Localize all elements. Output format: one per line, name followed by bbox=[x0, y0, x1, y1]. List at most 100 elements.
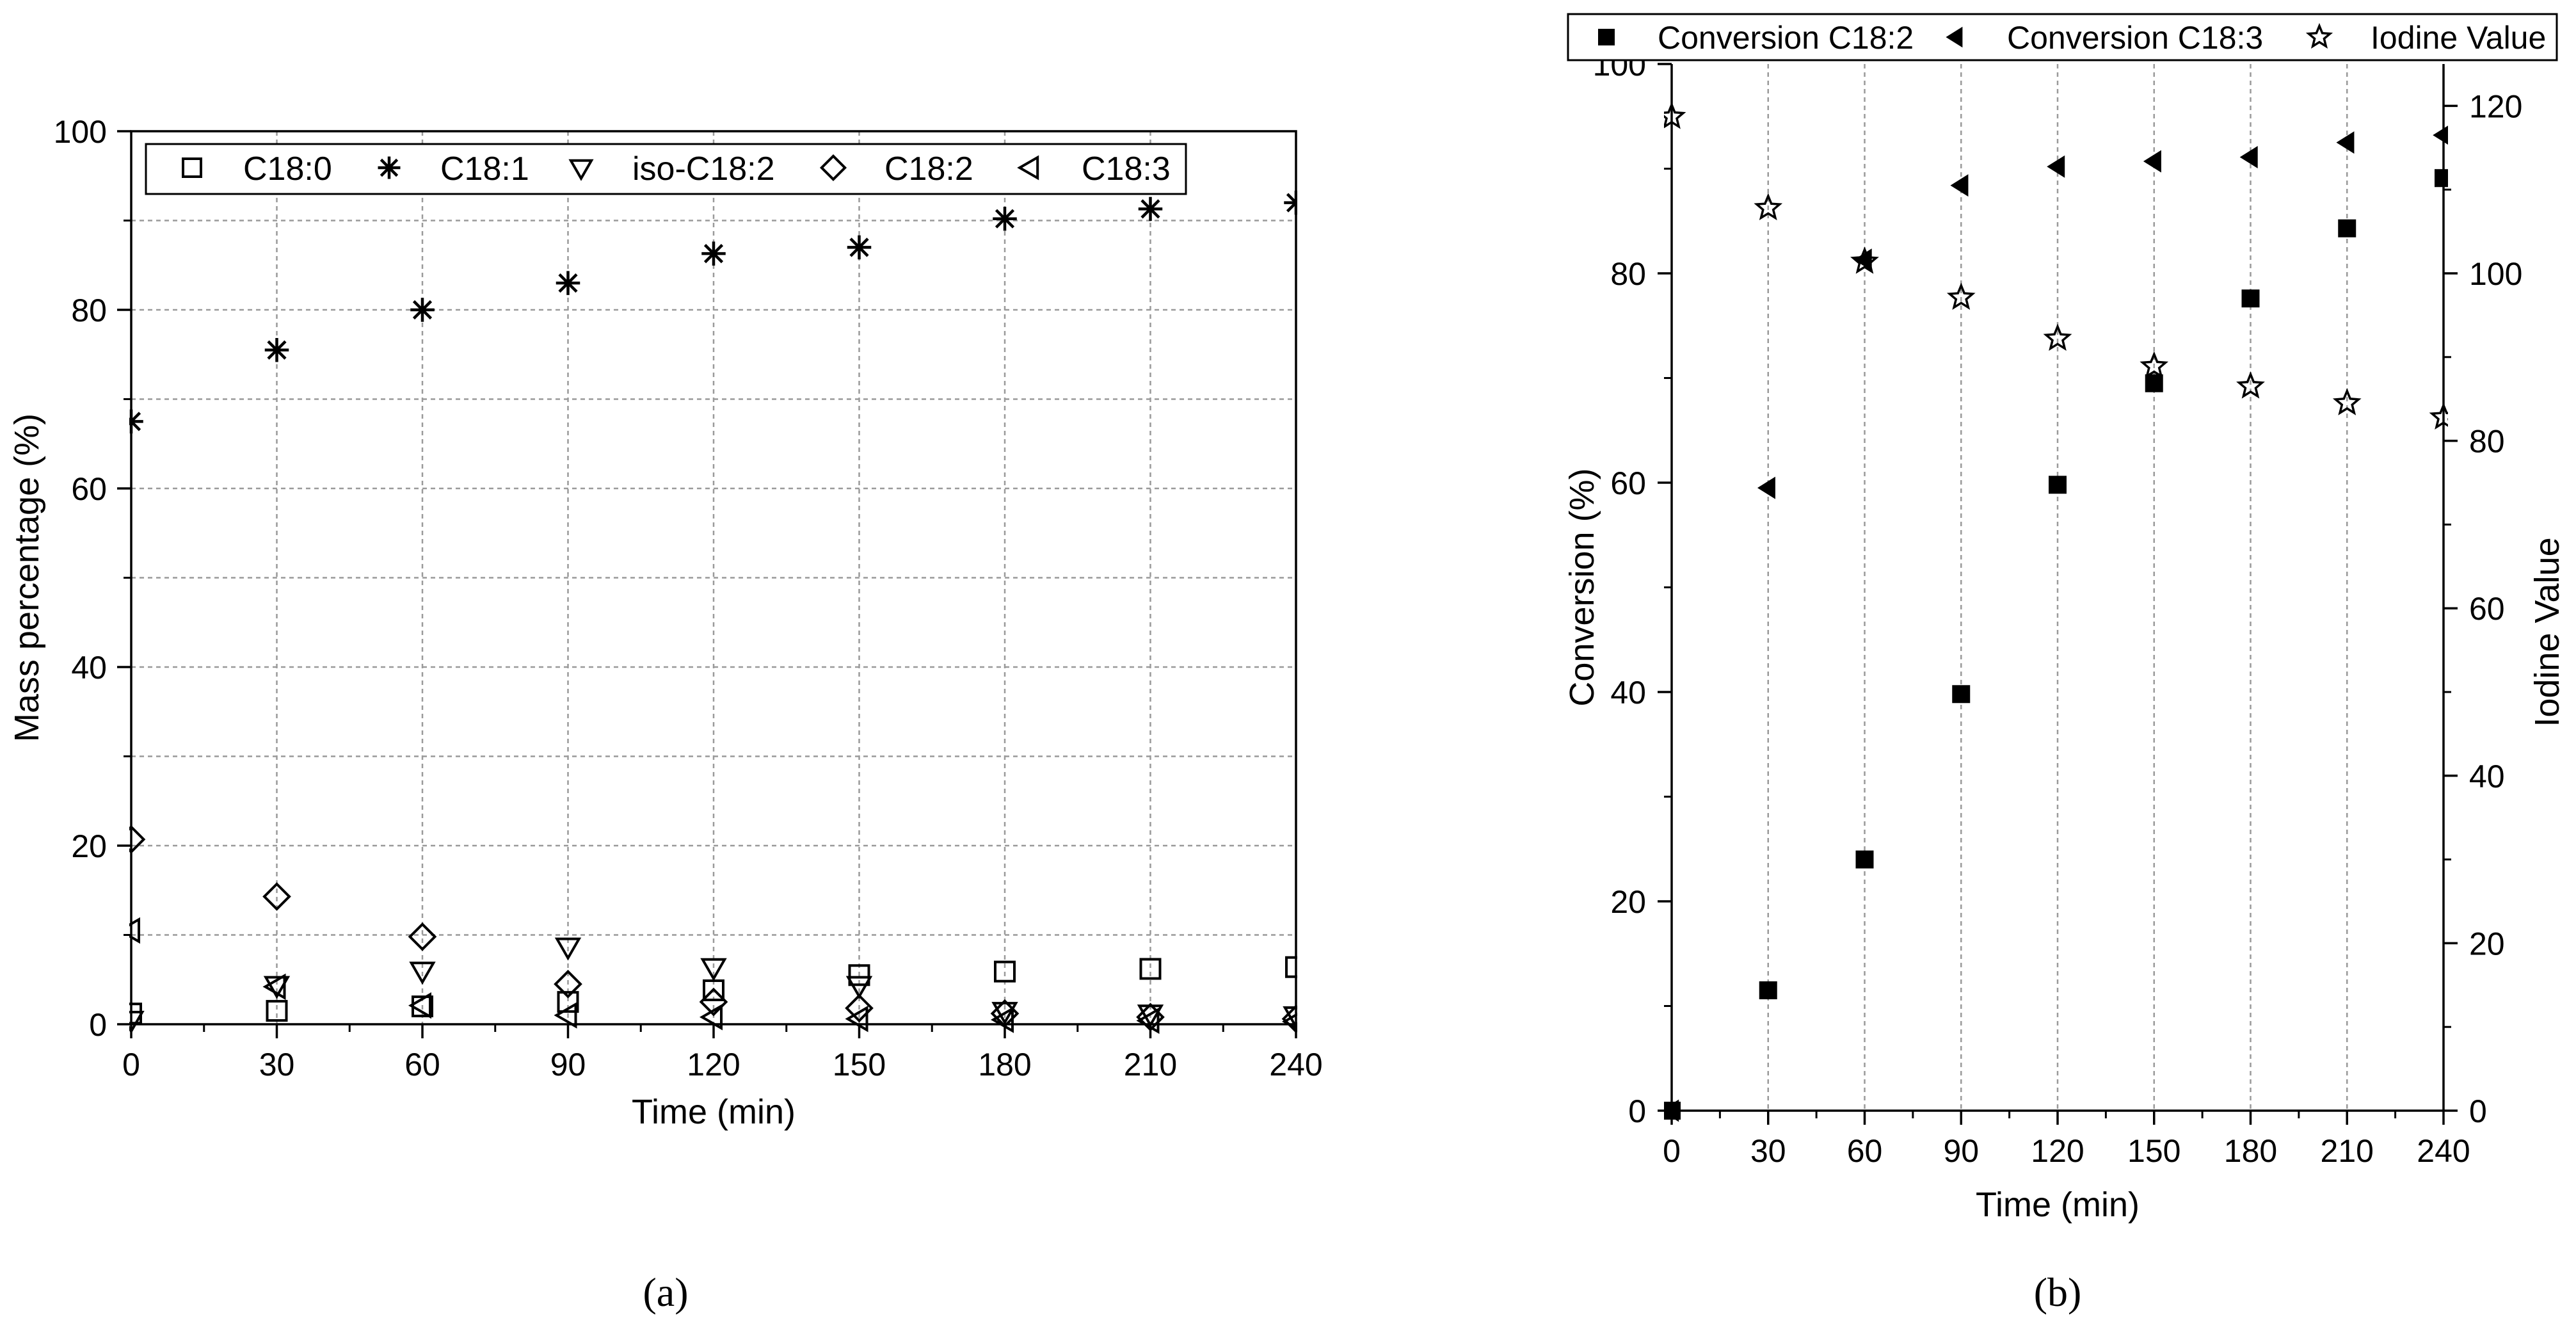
data-point bbox=[556, 271, 580, 295]
data-point bbox=[2241, 289, 2260, 308]
x-tick-label: 240 bbox=[1269, 1047, 1322, 1082]
panel-label: (a) bbox=[643, 1269, 688, 1315]
legend-label: C18:2 bbox=[884, 150, 973, 188]
x-tick-label: 30 bbox=[259, 1047, 295, 1082]
y-axis-label: Mass percentage (%) bbox=[8, 414, 46, 742]
series-iodine-value bbox=[1664, 101, 2448, 430]
y-tick-label: 0 bbox=[1628, 1093, 1646, 1129]
chart-panel-a: 0 30 60 90 120 150 180 210 240 0 20 40 60 80 100 Time (… bbox=[8, 114, 1323, 1315]
legend-label: Iodine Value bbox=[2371, 20, 2546, 56]
data-point bbox=[408, 992, 431, 1019]
data-point bbox=[700, 958, 727, 981]
data-point bbox=[2047, 155, 2065, 178]
data-point bbox=[1285, 956, 1297, 978]
legend-marker bbox=[2305, 22, 2333, 49]
y-tick-label: 40 bbox=[71, 650, 107, 686]
data-point bbox=[129, 825, 146, 854]
data-point bbox=[1281, 1013, 1297, 1031]
data-point bbox=[699, 987, 728, 1017]
panel-label: (b) bbox=[2034, 1269, 2082, 1315]
y-tick-label: 40 bbox=[1610, 675, 1646, 711]
x-tick-label: 210 bbox=[2321, 1133, 2374, 1169]
data-point bbox=[845, 976, 873, 999]
data-point bbox=[1946, 282, 1976, 310]
y-tick-label: 80 bbox=[1610, 256, 1646, 292]
data-point bbox=[1281, 1004, 1297, 1033]
data-point bbox=[2236, 371, 2265, 399]
y-axis-label: Conversion (%) bbox=[1563, 468, 1601, 706]
data-point bbox=[1284, 190, 1297, 215]
data-point bbox=[410, 298, 435, 322]
data-point bbox=[1950, 174, 1969, 197]
legend-marker bbox=[1017, 155, 1039, 181]
data-point bbox=[1759, 981, 1777, 999]
y-tick-label: 60 bbox=[71, 471, 107, 507]
data-point bbox=[554, 969, 582, 999]
data-point bbox=[1139, 958, 1162, 980]
legend-box bbox=[145, 143, 1187, 195]
series-c18-1 bbox=[129, 190, 1297, 434]
data-point bbox=[263, 976, 291, 999]
data-point bbox=[2145, 374, 2163, 392]
y2-tick-label: 100 bbox=[2469, 256, 2522, 292]
data-point bbox=[2336, 131, 2355, 154]
legend-label: C18:0 bbox=[243, 150, 332, 188]
x-tick-label: 90 bbox=[1943, 1133, 1979, 1169]
data-point bbox=[1754, 193, 1783, 221]
y-tick-label: 20 bbox=[1610, 884, 1646, 920]
x-tick-label: 120 bbox=[687, 1047, 740, 1082]
data-point bbox=[554, 1002, 577, 1029]
x-tick-label: 30 bbox=[1750, 1133, 1786, 1169]
data-point bbox=[2435, 169, 2448, 188]
legend-marker bbox=[182, 157, 202, 178]
y-tick-label: 100 bbox=[54, 114, 107, 150]
x-tick-label: 150 bbox=[2127, 1133, 2180, 1169]
data-point bbox=[2332, 388, 2362, 415]
data-point bbox=[2043, 323, 2072, 351]
data-point bbox=[554, 937, 582, 961]
x-axis-label: Time (min) bbox=[632, 1093, 796, 1131]
data-point bbox=[994, 960, 1016, 983]
data-point bbox=[2140, 351, 2169, 379]
data-point bbox=[1664, 1099, 1679, 1122]
data-point bbox=[409, 962, 436, 985]
legend-label: C18:3 bbox=[1082, 150, 1171, 188]
x-tick-label: 210 bbox=[1124, 1047, 1177, 1082]
data-point bbox=[262, 973, 286, 1001]
legend-label: iso-C18:2 bbox=[632, 150, 775, 188]
data-point bbox=[990, 1006, 1014, 1033]
x-tick-label: 0 bbox=[1663, 1133, 1681, 1169]
data-point bbox=[1850, 246, 1879, 274]
x-tick-label: 90 bbox=[550, 1047, 586, 1082]
data-point bbox=[1757, 476, 1775, 499]
y-tick-label: 80 bbox=[71, 293, 107, 328]
series-c18-3 bbox=[129, 917, 1297, 1034]
y2-tick-label: 0 bbox=[2469, 1093, 2487, 1129]
y2-tick-label: 60 bbox=[2469, 591, 2505, 627]
y2-tick-label: 80 bbox=[2469, 424, 2505, 460]
data-point bbox=[1136, 1007, 1160, 1034]
y2-tick-label: 20 bbox=[2469, 926, 2505, 962]
data-point bbox=[264, 338, 289, 362]
data-point bbox=[699, 1004, 723, 1031]
legend-marker bbox=[819, 154, 847, 182]
x-tick-label: 240 bbox=[2417, 1133, 2470, 1169]
data-point bbox=[848, 964, 870, 986]
y-tick-label: 60 bbox=[1610, 465, 1646, 501]
legend-box bbox=[1567, 13, 2558, 61]
data-point bbox=[2049, 476, 2067, 494]
legend-label: C18:1 bbox=[440, 150, 529, 188]
data-point bbox=[2239, 146, 2258, 169]
data-point bbox=[701, 241, 726, 266]
y2-tick-label: 40 bbox=[2469, 759, 2505, 794]
x-tick-label: 150 bbox=[833, 1047, 886, 1082]
x-tick-label: 60 bbox=[404, 1047, 440, 1082]
legend-marker bbox=[1598, 29, 1615, 45]
data-point bbox=[129, 1011, 145, 1034]
data-point bbox=[845, 1005, 868, 1033]
legend-marker bbox=[378, 156, 401, 179]
x-tick-label: 180 bbox=[978, 1047, 1031, 1082]
x-tick-label: 0 bbox=[122, 1047, 140, 1082]
legend-marker bbox=[568, 159, 594, 181]
